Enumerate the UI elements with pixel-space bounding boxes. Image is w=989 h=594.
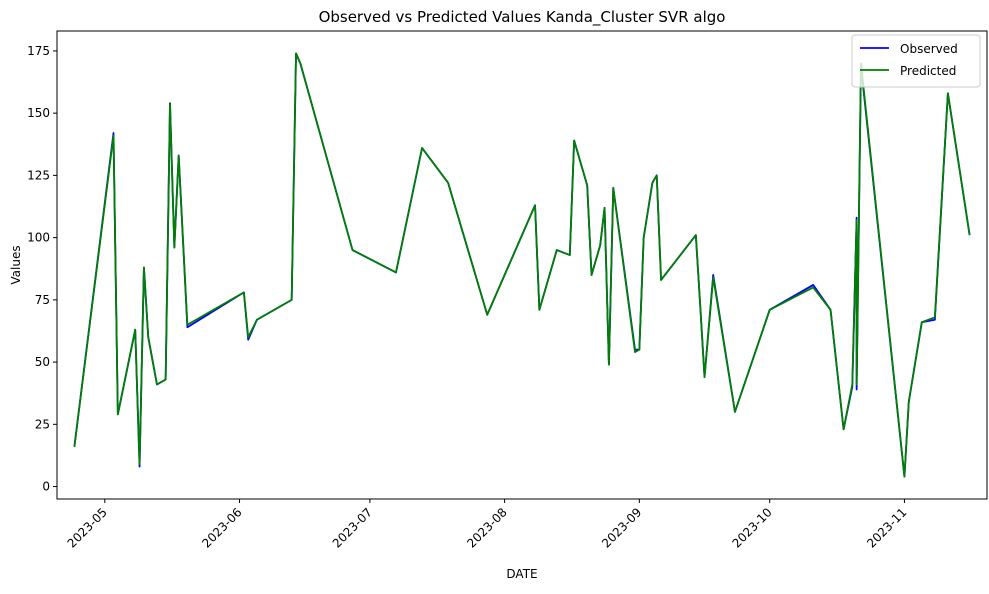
y-axis-label: Values [9, 245, 23, 284]
x-tick-label: 2023-06 [199, 505, 244, 550]
x-tick-label: 2023-09 [599, 505, 644, 550]
y-axis-ticks: 0 25 50 75 100 125 150 175 [27, 44, 57, 494]
series-layer [73, 52, 971, 478]
plot-area [73, 52, 971, 478]
series-line-predicted [73, 52, 971, 478]
y-tick-label: 150 [27, 106, 50, 120]
x-tick-label: 2023-11 [864, 505, 909, 550]
x-axis-label: DATE [506, 567, 537, 581]
series-line-observed [73, 52, 971, 478]
chart-title: Observed vs Predicted Values Kanda_Clust… [319, 8, 726, 27]
x-tick-label: 2023-05 [65, 505, 110, 550]
y-tick-label: 175 [27, 44, 50, 58]
y-tick-label: 100 [27, 231, 50, 245]
y-tick-label: 75 [35, 293, 50, 307]
plot-frame [56, 30, 988, 500]
legend: Observed Predicted [851, 34, 981, 88]
x-axis-ticks: 2023-05 2023-06 2023-07 2023-08 2023-09 2023-… [65, 499, 910, 551]
y-tick-label: 25 [35, 417, 50, 431]
y-tick-label: 50 [35, 355, 50, 369]
y-tick-label: 125 [27, 168, 50, 182]
y-tick-label: 0 [42, 480, 50, 494]
x-tick-label: 2023-07 [330, 505, 375, 550]
legend-label-predicted: Predicted [900, 64, 956, 78]
legend-label-observed: Observed [900, 42, 958, 56]
x-tick-label: 2023-10 [729, 505, 774, 550]
x-tick-label: 2023-08 [464, 505, 509, 550]
